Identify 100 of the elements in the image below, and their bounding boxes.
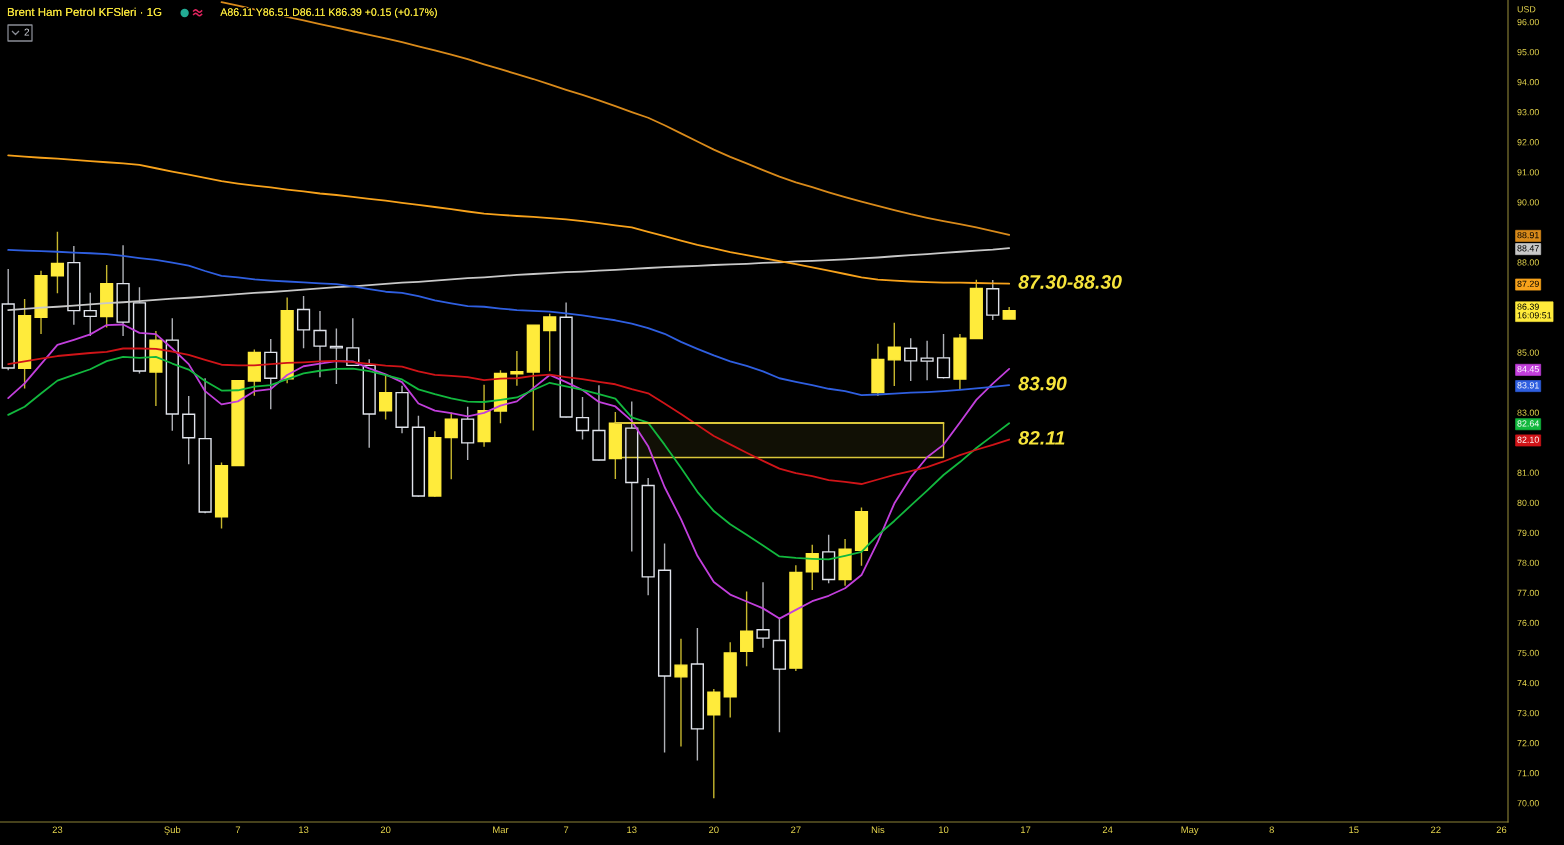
line-series [7,323,1011,620]
candlestick [936,333,951,379]
candlestick [444,411,458,480]
candlestick [904,337,918,382]
candlestick [280,296,294,385]
series-label: 87.30-88.30 [1018,275,1122,289]
candlestick [608,411,622,480]
y-tick-label: 88.00 [1517,259,1539,266]
y-tick-label: 82.64 [1517,420,1540,427]
candlestick [264,338,278,410]
x-tick-label: 23 [52,826,63,834]
y-tick-label: 77.00 [1517,589,1539,597]
series-label: 82.11 [1018,430,1065,445]
x-tick-label: 24 [1102,826,1113,834]
y-tick-label: 70.00 [1517,800,1539,807]
y-tick-label: 84.45 [1517,365,1539,373]
candlestick [641,477,655,596]
x-tick-label: May [1181,826,1199,835]
y-tick-label: 72.00 [1517,740,1539,747]
candlestick [625,400,639,553]
candlestick [100,264,114,329]
x-tick-label: 13 [299,826,309,834]
candlestick [50,230,65,294]
line-series [7,249,1011,396]
candlestick [362,358,376,449]
series-label: 83.90 [1018,376,1067,391]
text: Brent Ham Petrol KFSleri · 1G [7,7,162,17]
candlestick [461,406,475,461]
y-tick-label: 75.00 [1517,649,1539,657]
x-tick-label: 10 [938,826,949,834]
line-series [7,247,1011,311]
x-tick-label: 20 [380,826,391,834]
x-tick-label: 20 [709,826,719,834]
candlestick [838,538,852,587]
candlestick [395,385,409,434]
candlestick [871,343,885,397]
y-tick-label: 94.00 [1517,79,1539,86]
line-series [7,347,1011,485]
annotation: 2 [24,28,30,36]
y-tick-label: 90.00 [1517,199,1539,206]
y-tick-label: 91.00 [1517,169,1539,176]
candlestick [854,506,869,567]
candlestick [198,377,212,513]
y-axis-title: USD [1517,6,1536,13]
line-series [7,154,1011,285]
x-tick-label: 7 [563,826,569,834]
candlestick [313,310,327,379]
candlestick [329,327,343,385]
candlestick [543,312,557,373]
candlestick [756,581,770,649]
candlestick [428,430,442,497]
candlestick [657,542,672,754]
y-tick-label: 73.00 [1517,709,1539,717]
candlestick [132,286,147,375]
y-tick-label: 93.00 [1517,109,1539,116]
x-tick-label: 22 [1431,826,1441,834]
candlestick [34,270,48,335]
candlestick [789,564,803,672]
candlestick [296,295,311,349]
y-tick-label: 92.00 [1517,139,1539,146]
candlestick [707,688,721,799]
candlestick [379,374,393,421]
y-tick-label: 83.00 [1517,409,1539,416]
x-tick-label: Şub [164,826,181,836]
candlestick [346,317,360,367]
x-tick-label: 15 [1349,826,1359,834]
candlestick [592,384,606,461]
y-tick-label: 85.00 [1517,349,1539,356]
y-tick-label: 81.00 [1517,469,1539,476]
y-tick-label: 88.47 [1517,245,1539,252]
candlestick [887,321,901,387]
candlestick [674,638,688,748]
candlestick [740,590,754,668]
y-tick-label: 78.00 [1517,559,1539,567]
y-tick-label: 79.00 [1517,529,1539,536]
x-tick-label: 7 [235,826,241,834]
candlestick [477,384,491,448]
candlestick [575,396,590,441]
y-tick-label: 88.91 [1517,231,1539,239]
y-tick-label: 76.00 [1517,619,1539,627]
candlestick [83,291,97,337]
x-tick-label: 13 [627,826,637,834]
y-tick-label: 74.00 [1517,679,1539,687]
x-tick-label: 26 [1496,826,1507,834]
candlestick [182,395,196,465]
line-series [220,1,1011,236]
y-tick-label: 96.00 [1517,18,1539,26]
candlestick [67,245,81,326]
candlestick [116,244,130,337]
y-tick-label: 71.00 [1517,770,1539,777]
candlestick [559,301,573,418]
candlestick [772,617,787,733]
candlestick [18,298,32,390]
x-tick-label: 27 [791,826,801,834]
y-tick-label: 83.91 [1517,382,1539,389]
x-tick-label: 8 [1269,826,1274,834]
y-tick-label: 86.39 16:09:51 [1517,303,1552,319]
candlestick [822,534,836,584]
y-tick-label: 82.10 [1517,436,1539,443]
y-tick-label: 87.29 [1517,280,1539,287]
